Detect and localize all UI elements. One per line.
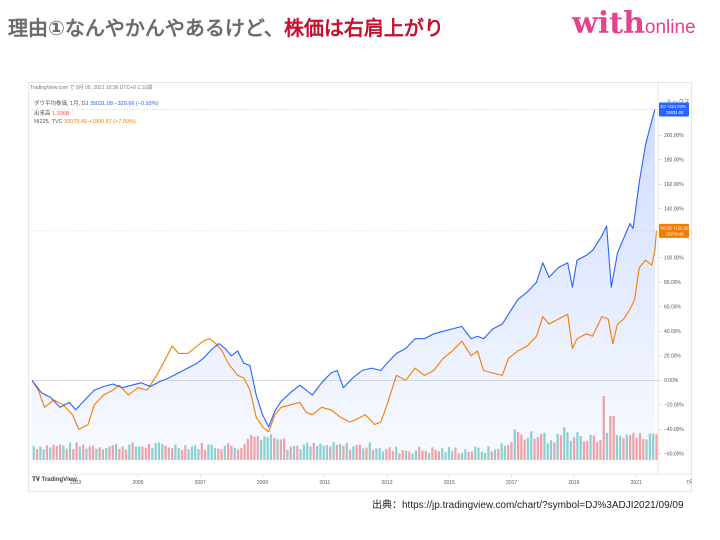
last-value-price-dj: 35031.08 <box>666 110 684 115</box>
legend-volume: 出来高 1.396B <box>34 109 69 117</box>
brand-sub: online <box>644 17 696 38</box>
y-tick-label: 200.00% <box>664 133 684 139</box>
tradingview-logo: 𝐓𝐕 TradingView <box>32 477 77 483</box>
legend-volume-value: 1.396B <box>52 111 70 117</box>
y-tick-label: 140.00% <box>664 207 684 213</box>
y-tick-label: 0.00% <box>664 378 679 384</box>
x-tick-label: 2019 <box>568 480 579 486</box>
y-tick-label: 60.00% <box>664 305 682 311</box>
y-tick-label: −60.00% <box>664 452 684 458</box>
legend-ni225: NI225, TVC 30079.49 +1990.57 (+7.09%) <box>34 119 136 125</box>
y-tick-label: 180.00% <box>664 158 684 164</box>
y-tick-label: 40.00% <box>664 329 682 335</box>
legend-dj: ダウ平均株価, 1月, DJ 35031.08 −329.66 (−0.93%) <box>34 99 158 107</box>
tradingview-logo-text: TradingView <box>41 477 77 483</box>
x-month-label: 7月 <box>686 480 692 486</box>
chart-border <box>28 82 692 492</box>
x-tick-label: 2013 <box>381 480 392 486</box>
brand-main: with <box>572 6 645 41</box>
volume-bar <box>655 434 658 460</box>
brand-logo: withonline <box>572 6 696 41</box>
series-line-dj <box>31 109 656 428</box>
x-tick-label: 2007 <box>195 480 206 486</box>
last-value-label-dj: DJ +221.03% <box>661 104 687 109</box>
source-citation: 出典：https://jp.tradingview.com/chart/?sym… <box>372 500 684 511</box>
legend-volume-name: 出来高 <box>34 111 51 117</box>
slide-title: 理由①なんやかんやあるけど、株価は右肩上がり <box>8 12 444 41</box>
legend-ni225-value: 30079.49 +1990.57 (+7.09%) <box>64 119 136 125</box>
x-tick-label: 2021 <box>631 480 642 486</box>
y-tick-label: 160.00% <box>664 182 684 188</box>
legend-ni225-name: NI225, TVC <box>34 119 63 125</box>
x-tick-label: 2015 <box>444 480 455 486</box>
series-line-ni225 <box>31 230 657 433</box>
y-tick-label: 80.00% <box>664 280 682 286</box>
y-tick-label: −20.00% <box>664 403 684 409</box>
x-tick-label: 2003 <box>70 480 81 486</box>
x-tick-label: 2011 <box>319 480 330 486</box>
y-tick-label: −40.00% <box>664 427 684 433</box>
y-tick-label: 100.00% <box>664 256 684 262</box>
legend-dj-value: 35031.08 −329.66 (−0.93%) <box>89 101 159 107</box>
stock-chart: ミックス220.00%200.00%180.00%160.00%140.00%1… <box>28 82 692 492</box>
dj-area-fill <box>32 109 655 460</box>
title-highlight: 株価は右肩上がり <box>283 16 444 40</box>
x-tick-label: 2009 <box>257 480 268 486</box>
last-value-price-ni225: 30079.49 <box>666 231 684 236</box>
last-value-badge-ni225 <box>659 223 689 238</box>
title-prefix: 理由①なんやかんやあるけど、 <box>8 16 284 40</box>
last-value-badge-dj <box>659 102 689 117</box>
last-value-label-ni225: NI225 +122.92% <box>661 225 693 230</box>
legend-dj-name: ダウ平均株価, 1月, DJ <box>34 101 89 107</box>
x-tick-label: 2017 <box>506 480 517 486</box>
y-tick-label: 20.00% <box>664 354 682 360</box>
x-tick-label: 2005 <box>132 480 143 486</box>
chart-timestamp: TradingView.com で 9月 09, 2021 10:36 UTC+… <box>30 85 153 91</box>
